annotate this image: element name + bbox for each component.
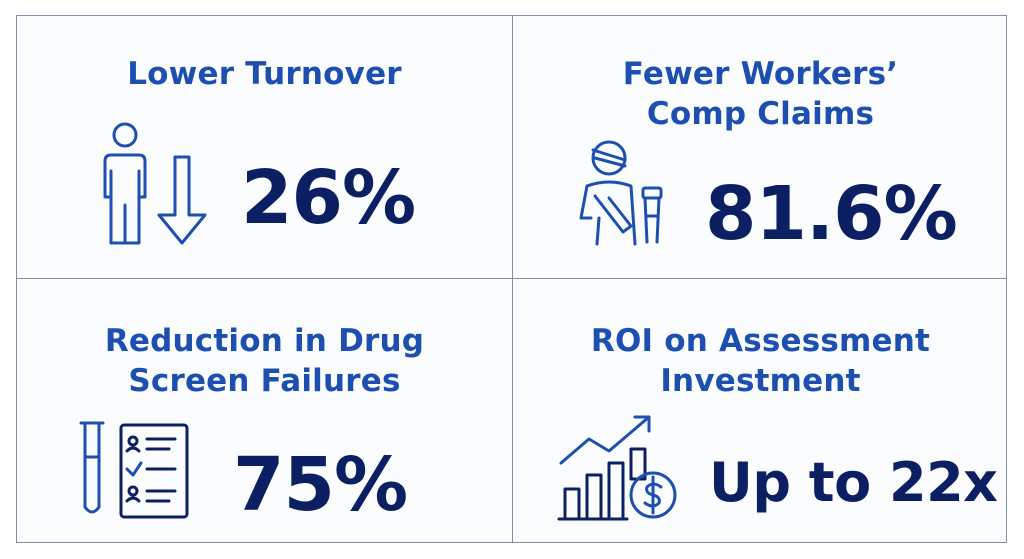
- card-title: Fewer Workers’ Comp Claims: [622, 56, 899, 132]
- vertical-divider: [512, 16, 513, 542]
- stat-value: 75%: [233, 442, 408, 528]
- person-down-arrow-icon: [103, 122, 207, 245]
- stat-value: Up to 22x: [709, 451, 998, 514]
- growth-chart-dollar-icon: [557, 415, 677, 521]
- test-tube-checklist-icon: [79, 421, 189, 519]
- card-roi: ROI on Assessment Investment Up to 22x: [513, 279, 1008, 543]
- stat-value: 26%: [241, 155, 416, 241]
- card-title: Reduction in Drug Screen Failures: [104, 323, 425, 399]
- stats-grid: Lower Turnover 26% Fewer Workers’ Comp C…: [16, 15, 1007, 543]
- card-lower-turnover: Lower Turnover 26%: [17, 16, 512, 278]
- card-title: Lower Turnover: [127, 56, 402, 92]
- horizontal-divider: [17, 278, 1006, 279]
- card-drug-screen: Reduction in Drug Screen Failures 75%: [17, 279, 512, 543]
- card-title: ROI on Assessment Investment: [590, 323, 931, 399]
- card-fewer-comp-claims: Fewer Workers’ Comp Claims 81.6%: [513, 16, 1008, 278]
- injured-worker-icon: [579, 140, 663, 246]
- stat-value: 81.6%: [705, 171, 958, 257]
